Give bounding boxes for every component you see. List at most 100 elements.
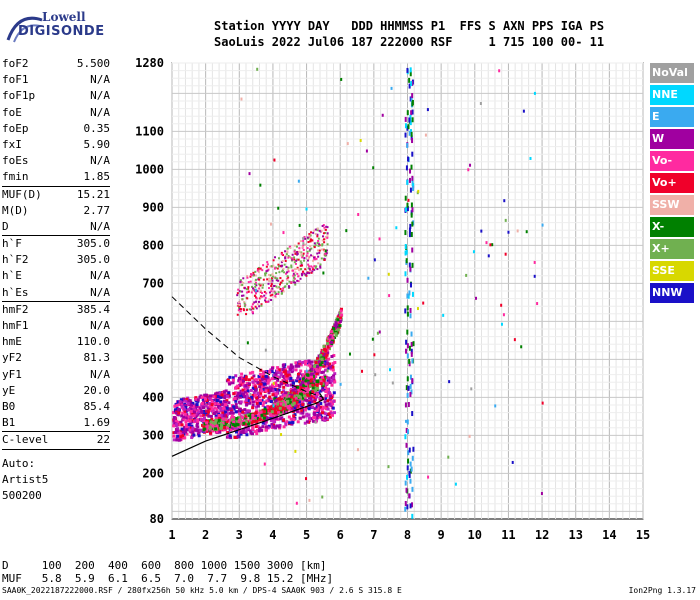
echo-point: [238, 407, 242, 411]
echo-point: [243, 302, 246, 305]
echo-point: [184, 420, 188, 424]
echo-point: [381, 113, 384, 117]
echo-point: [287, 276, 290, 279]
echo-point: [316, 233, 319, 236]
echo-point: [312, 268, 315, 271]
echo-point: [178, 431, 182, 435]
echo-point: [264, 428, 268, 432]
echo-point: [213, 402, 217, 406]
echo-point: [223, 416, 227, 420]
echo-point: [283, 271, 286, 274]
echo-point: [467, 168, 470, 172]
echo-point: [469, 163, 472, 167]
echo-point: [228, 434, 232, 438]
echo-point: [270, 422, 274, 426]
echo-point: [172, 419, 176, 423]
echo-point: [408, 262, 411, 268]
echo-point: [243, 400, 247, 404]
echo-point: [314, 420, 317, 424]
echo-point: [251, 403, 255, 407]
y-tick-label: 700: [142, 276, 164, 290]
echo-point: [244, 422, 248, 426]
echo-point: [324, 231, 327, 234]
echo-point: [268, 385, 272, 389]
echo-point: [294, 368, 298, 372]
echo-point: [318, 229, 321, 232]
echo-point: [220, 415, 224, 419]
echo-point: [261, 421, 265, 425]
echo-point: [179, 435, 183, 439]
echo-point: [189, 406, 193, 410]
param-row: fmin 1.85: [2, 169, 110, 187]
echo-point: [194, 415, 198, 419]
echo-point: [274, 277, 277, 280]
echo-point: [282, 385, 286, 389]
echo-point: [317, 239, 320, 242]
logo-arc-icon: [6, 16, 43, 43]
echo-point: [404, 271, 407, 277]
echo-point: [314, 244, 317, 247]
echo-point: [197, 434, 201, 438]
echo-point: [252, 271, 255, 274]
echo-point: [278, 384, 282, 388]
echo-point: [404, 244, 407, 250]
echo-point: [269, 294, 272, 297]
echo-point: [316, 235, 319, 238]
echo-point: [326, 369, 329, 373]
echo-point: [267, 279, 270, 282]
echo-point: [232, 416, 236, 420]
echo-point: [204, 393, 208, 397]
echo-point: [269, 418, 273, 422]
echo-point: [328, 362, 332, 366]
echo-point: [205, 429, 209, 433]
y-tick-label: 1280: [135, 56, 164, 70]
echo-point: [411, 247, 414, 253]
echo-point: [297, 280, 300, 283]
param-value: 305.0: [76, 237, 110, 251]
echo-point: [277, 388, 281, 392]
echo-point: [255, 428, 259, 432]
echo-point: [256, 416, 260, 420]
echo-point: [307, 396, 311, 400]
echo-point: [340, 307, 344, 311]
echo-point: [404, 230, 407, 236]
echo-point: [278, 371, 282, 375]
echo-point: [175, 438, 179, 442]
echo-point: [411, 486, 414, 492]
echo-point: [241, 290, 244, 293]
echo-point: [407, 429, 410, 435]
param-key: MUF(D): [2, 187, 42, 201]
echo-point: [232, 407, 236, 411]
echo-point: [327, 412, 331, 416]
echo-point: [272, 413, 276, 417]
echo-point: [231, 418, 235, 422]
echo-point: [332, 411, 336, 415]
echo-point: [190, 435, 194, 439]
echo-point: [219, 420, 223, 424]
echo-point: [302, 248, 305, 251]
echo-point: [322, 344, 326, 348]
echo-point: [302, 252, 305, 255]
echo-point: [275, 272, 278, 275]
echo-point: [214, 414, 218, 418]
echo-point: [245, 386, 249, 390]
echo-point: [250, 376, 254, 380]
echo-point: [236, 423, 240, 427]
echo-point: [301, 360, 305, 364]
echo-point: [244, 387, 248, 391]
echo-point: [312, 259, 315, 262]
echo-point: [258, 398, 262, 402]
echo-point: [289, 245, 292, 248]
echo-point: [504, 218, 507, 222]
echo-point: [442, 313, 445, 317]
param-row: yF1 N/A: [2, 367, 110, 383]
echo-point: [326, 345, 330, 349]
echo-point: [279, 281, 282, 284]
echo-point: [409, 307, 412, 313]
echo-point: [533, 260, 536, 264]
echo-point: [411, 291, 414, 297]
echo-point: [263, 380, 267, 384]
echo-point: [282, 231, 285, 235]
echo-point: [220, 403, 224, 407]
echo-point: [303, 394, 307, 398]
